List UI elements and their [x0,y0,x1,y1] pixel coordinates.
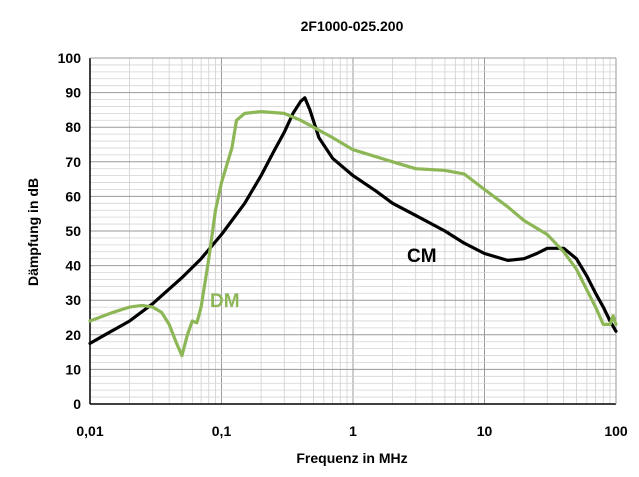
axes [89,57,617,405]
y-tick-labels: 0 10 20 30 40 50 60 70 80 90 100 [58,50,82,412]
series-line-dm [88,110,618,358]
x-tick-label: 10 [477,423,493,439]
y-tick-label: 60 [65,188,81,204]
series-label-cm: CM [407,246,437,267]
x-tick-label: 1 [349,423,357,439]
series-group [88,96,618,358]
x-tick-label: 0,1 [212,423,232,439]
x-tick-label: 100 [604,423,628,439]
series-line-cm [88,96,618,345]
y-tick-label: 100 [58,50,82,66]
y-tick-label: 10 [65,361,81,377]
x-tick-labels: 0,01 0,1 1 10 100 [76,423,628,439]
y-tick-label: 0 [73,396,81,412]
y-tick-label: 30 [65,292,81,308]
chart-title: 2F1000-025.200 [301,18,404,34]
y-tick-label: 50 [65,223,81,239]
x-tick-label: 0,01 [76,423,103,439]
x-axis-label: Frequenz in MHz [296,450,407,466]
y-axis-label: Dämpfung in dB [25,178,41,286]
y-tick-label: 70 [65,154,81,170]
series-label-dm: DM [210,291,240,312]
grid [89,57,616,405]
y-tick-label: 90 [65,85,81,101]
y-tick-label: 80 [65,119,81,135]
y-tick-label: 40 [65,258,81,274]
y-tick-label: 20 [65,327,81,343]
